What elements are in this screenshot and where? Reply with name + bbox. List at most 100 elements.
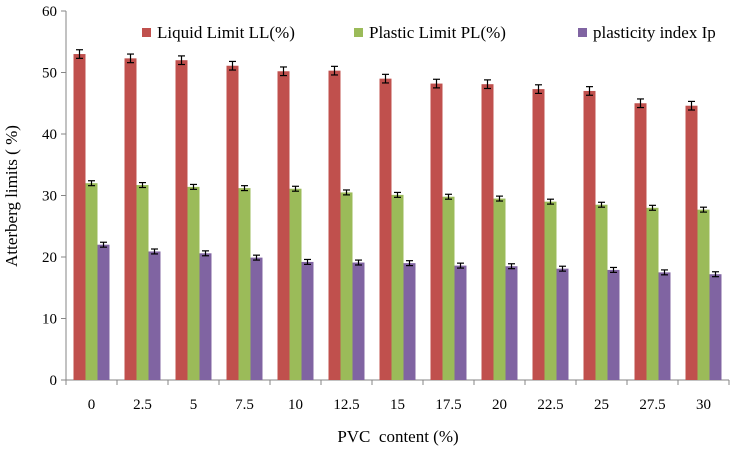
- bar-plasticity-index: [709, 274, 722, 380]
- error-bar: [280, 66, 287, 77]
- error-bar: [241, 185, 248, 192]
- bars: [73, 54, 722, 381]
- y-axis-title: Atterberg limits ( %): [2, 125, 21, 267]
- error-bar: [355, 259, 362, 266]
- bar-plastic-limit: [340, 192, 353, 380]
- error-bar: [382, 73, 389, 84]
- legend-item: Plastic Limit PL(%): [354, 23, 506, 42]
- error-bar: [496, 195, 503, 202]
- x-tick-label: 30: [696, 397, 711, 413]
- error-bar: [253, 254, 260, 261]
- error-bar: [100, 241, 107, 248]
- error-bar: [445, 193, 452, 200]
- bar-plastic-limit: [238, 188, 251, 380]
- x-tick-label: 17.5: [435, 397, 461, 413]
- bar-plasticity-index: [148, 251, 161, 380]
- legend-label: plasticity index Ip: [593, 23, 716, 42]
- x-tick-label: 5: [190, 397, 198, 413]
- bar-plastic-limit: [187, 186, 200, 380]
- error-bar: [88, 180, 95, 187]
- bar-liquid-limit: [583, 90, 596, 380]
- y-tick-label: 40: [42, 127, 57, 143]
- error-bars: [76, 49, 719, 278]
- bar-liquid-limit: [175, 60, 188, 380]
- error-bar: [700, 206, 707, 213]
- bar-plastic-limit: [136, 185, 149, 380]
- y-tick-label: 20: [42, 250, 57, 266]
- bar-liquid-limit: [277, 71, 290, 381]
- error-bar: [649, 204, 656, 211]
- legend-label: Liquid Limit LL(%): [157, 23, 295, 42]
- legend: Liquid Limit LL(%) Plastic Limit PL(%) pla…: [142, 23, 716, 42]
- bar-plasticity-index: [301, 261, 314, 380]
- error-bar: [457, 262, 464, 269]
- legend-item: Liquid Limit LL(%): [142, 23, 295, 42]
- x-tick-label: 0: [88, 397, 96, 413]
- error-bar: [202, 250, 209, 257]
- error-bar: [190, 183, 197, 190]
- bar-liquid-limit: [328, 70, 341, 380]
- y-tick-label: 10: [42, 312, 57, 328]
- legend-label: Plastic Limit PL(%): [369, 23, 506, 42]
- error-bar: [586, 86, 593, 96]
- bar-liquid-limit: [226, 65, 239, 381]
- error-bar: [304, 258, 311, 265]
- bar-plasticity-index: [658, 272, 671, 380]
- error-bar: [331, 65, 338, 76]
- y-tick-label: 60: [42, 4, 57, 20]
- x-tick-label: 27.5: [639, 397, 665, 413]
- x-axis-title: PVC content (%): [337, 427, 458, 446]
- legend-swatch: [354, 28, 363, 37]
- bar-liquid-limit: [685, 105, 698, 381]
- bar-plasticity-index: [454, 265, 467, 380]
- error-bar: [76, 49, 83, 59]
- legend-swatch: [578, 28, 587, 37]
- y-tick-label: 0: [50, 373, 58, 389]
- bar-plasticity-index: [403, 263, 416, 380]
- x-tick-label: 22.5: [537, 397, 563, 413]
- error-bar: [433, 78, 440, 89]
- x-tick-label: 2.5: [133, 397, 152, 413]
- error-bar: [559, 265, 566, 272]
- bar-plasticity-index: [505, 266, 518, 380]
- x-tick-label: 10: [288, 397, 303, 413]
- error-bar: [229, 60, 236, 71]
- bar-plastic-limit: [646, 207, 659, 380]
- error-bar: [151, 248, 158, 255]
- x-tick-label: 12.5: [333, 397, 359, 413]
- legend-item: plasticity index Ip: [578, 23, 716, 42]
- error-bar: [484, 79, 491, 90]
- error-bar: [127, 53, 134, 64]
- bar-plasticity-index: [607, 269, 620, 380]
- bar-plastic-limit: [442, 196, 455, 380]
- error-bar: [178, 55, 185, 66]
- error-bar: [292, 185, 299, 192]
- error-bar: [712, 271, 719, 278]
- error-bar: [547, 198, 554, 205]
- y-tick-label: 30: [42, 189, 57, 205]
- bar-plastic-limit: [391, 194, 404, 380]
- bar-plastic-limit: [493, 198, 506, 380]
- x-tick-label: 7.5: [235, 397, 254, 413]
- error-bar: [598, 201, 605, 208]
- error-bar: [508, 263, 515, 270]
- bar-liquid-limit: [532, 89, 545, 380]
- error-bar: [610, 266, 617, 273]
- y-tick-label: 50: [42, 66, 57, 82]
- bar-liquid-limit: [124, 58, 137, 380]
- bar-plasticity-index: [556, 268, 569, 380]
- bar-plasticity-index: [250, 257, 263, 380]
- x-tick-label: 15: [390, 397, 405, 413]
- x-tick-label: 25: [594, 397, 609, 413]
- bar-plastic-limit: [595, 204, 608, 380]
- bar-liquid-limit: [379, 78, 392, 381]
- error-bar: [535, 84, 542, 95]
- bar-plastic-limit: [697, 209, 710, 380]
- bar-liquid-limit: [481, 84, 494, 380]
- bar-plasticity-index: [352, 262, 365, 380]
- error-bar: [343, 189, 350, 196]
- bar-liquid-limit: [430, 83, 443, 380]
- error-bar: [394, 191, 401, 198]
- bar-plastic-limit: [544, 201, 557, 380]
